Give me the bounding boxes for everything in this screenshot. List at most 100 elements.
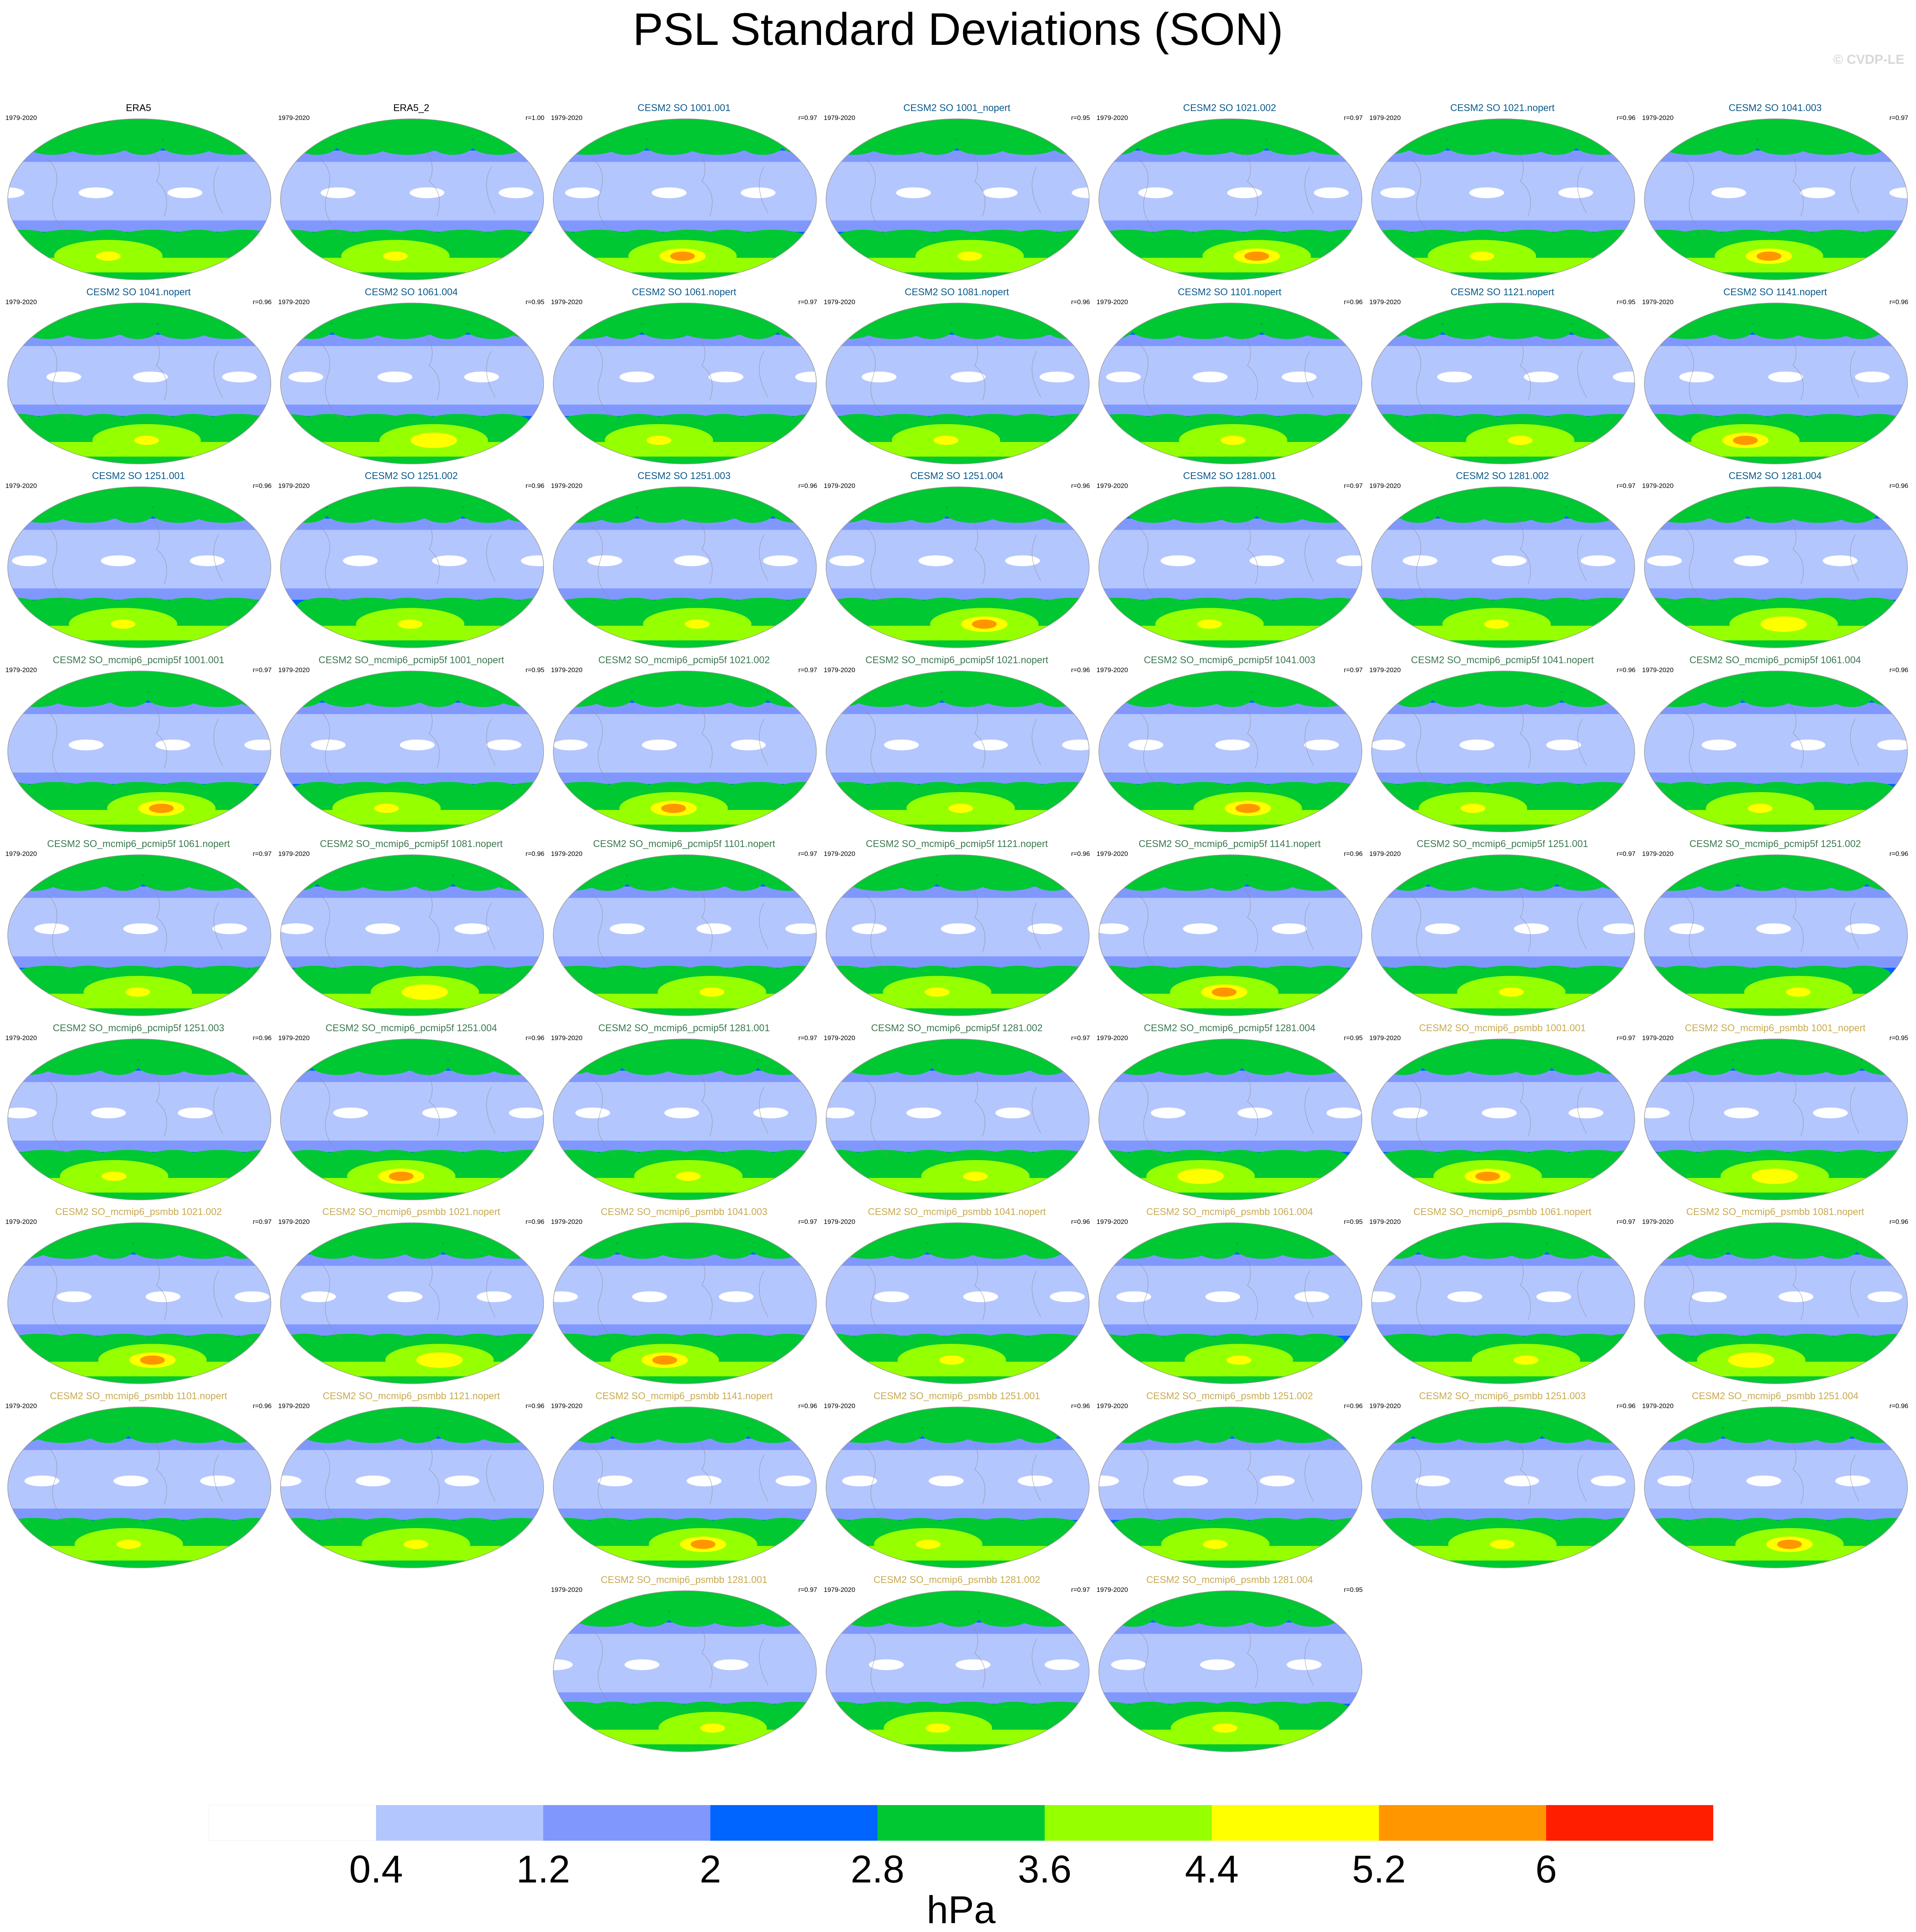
contour-feature xyxy=(645,133,699,155)
map-panel: CESM2 SO 1001.001 1979-2020 r=0.97 xyxy=(549,103,819,284)
psl-maximum-contour xyxy=(972,619,997,629)
contour-feature xyxy=(521,555,544,566)
coastline xyxy=(1410,150,1587,236)
map-panel: CESM2 SO_mcmip6_pcmip5f 1041.003 1979-202… xyxy=(1094,655,1365,837)
panel-correlation: r=0.96 xyxy=(1071,666,1090,674)
panel-years: 1979-2020 xyxy=(1369,850,1401,857)
psl-stddev-map xyxy=(553,302,817,464)
contour-band xyxy=(281,886,544,898)
contour-feature xyxy=(1191,1605,1257,1627)
map-outline xyxy=(1098,1038,1362,1200)
panel-years: 1979-2020 xyxy=(278,298,310,306)
contour-band xyxy=(1099,1008,1362,1016)
panel-correlation: r=0.97 xyxy=(798,1034,817,1042)
contour-band xyxy=(8,1266,271,1281)
contour-band xyxy=(1644,487,1907,496)
contour-feature xyxy=(553,739,588,750)
panel-years: 1979-2020 xyxy=(551,1034,583,1042)
contour-feature xyxy=(1644,1107,1670,1118)
contour-band xyxy=(8,1560,271,1568)
contour-feature xyxy=(1649,501,1715,523)
contour-feature xyxy=(610,1421,665,1443)
contour-band xyxy=(1372,1192,1635,1200)
contour-feature xyxy=(1160,555,1196,566)
contour-feature xyxy=(281,1237,309,1259)
contour-band xyxy=(1099,1449,1362,1465)
contour-feature xyxy=(409,187,445,199)
panel-title: CESM2 SO 1081.nopert xyxy=(905,286,1009,298)
panel-years: 1979-2020 xyxy=(278,1034,310,1042)
contour-band xyxy=(826,1297,1089,1314)
contour-feature xyxy=(1027,923,1062,934)
coastline xyxy=(865,334,1041,420)
panel-correlation: r=0.97 xyxy=(798,1586,817,1593)
contour-feature xyxy=(1254,965,1324,983)
contour-feature xyxy=(281,923,314,934)
contour-feature xyxy=(476,1421,542,1443)
contour-feature xyxy=(974,869,1040,891)
psl-stddev-map xyxy=(1644,1038,1908,1200)
contour-band xyxy=(8,1047,271,1060)
contour-band xyxy=(826,1681,1089,1693)
contour-feature xyxy=(1426,1333,1481,1351)
contour-feature xyxy=(127,1421,181,1443)
contour-band xyxy=(1099,303,1362,312)
contour-feature xyxy=(19,782,89,799)
coastline xyxy=(1138,1070,1314,1156)
psl-stddev-map xyxy=(553,670,817,832)
psl-stddev-map xyxy=(826,1222,1090,1384)
contour-feature xyxy=(1336,1053,1362,1075)
map-panel: CESM2 SO_mcmip6_psmbb 1251.001 1979-2020 r… xyxy=(821,1391,1092,1573)
contour-band xyxy=(553,912,816,929)
contour-band xyxy=(1644,404,1907,416)
coastline xyxy=(1683,334,1860,420)
contour-feature xyxy=(624,1701,694,1719)
panel-years: 1979-2020 xyxy=(278,666,310,674)
contour-feature xyxy=(193,782,263,799)
contour-band xyxy=(8,1082,271,1097)
psl-stddev-map xyxy=(7,486,271,648)
contour-feature xyxy=(8,1333,75,1351)
contour-feature xyxy=(1706,501,1749,523)
panel-title: CESM2 SO 1251.003 xyxy=(637,471,731,481)
coastline xyxy=(592,1254,768,1340)
panel-years: 1979-2020 xyxy=(551,1586,583,1593)
panel-years: 1979-2020 xyxy=(824,1586,855,1593)
panel-years: 1979-2020 xyxy=(1369,1034,1401,1042)
contour-feature xyxy=(667,1605,722,1627)
contour-feature xyxy=(731,739,766,750)
contour-band xyxy=(1372,404,1635,416)
psl-stddev-map xyxy=(1371,670,1635,832)
panel-correlation: r=0.97 xyxy=(798,298,817,306)
map-panel: CESM2 SO_mcmip6_pcmip5f 1041.nopert 1979-… xyxy=(1367,655,1638,837)
contour-band xyxy=(8,1280,271,1297)
contour-feature xyxy=(1336,555,1362,566)
panel-correlation: r=0.95 xyxy=(525,666,544,674)
panel-title: CESM2 SO_mcmip6_pcmip5f 1251.003 xyxy=(53,1022,224,1034)
contour-feature xyxy=(684,133,750,155)
psl-stddev-map xyxy=(1644,118,1908,280)
contour-band xyxy=(1099,1634,1362,1649)
contour-feature xyxy=(1693,965,1763,983)
map-panel: CESM2 SO_mcmip6_pcmip5f 1001.001 1979-202… xyxy=(3,655,274,837)
coastline xyxy=(1138,702,1314,788)
contour-feature xyxy=(339,414,409,431)
contour-feature xyxy=(335,133,389,155)
contour-band xyxy=(8,1297,271,1314)
map-outline xyxy=(826,302,1090,464)
contour-feature xyxy=(1391,685,1434,707)
contour-feature xyxy=(15,965,85,983)
map-panel: CESM2 SO 1101.nopert 1979-2020 r=0.96 xyxy=(1094,287,1365,469)
coastline xyxy=(319,150,496,236)
contour-feature xyxy=(1215,739,1250,750)
contour-band xyxy=(826,640,1089,648)
contour-feature xyxy=(1591,1475,1626,1486)
contour-feature xyxy=(963,1291,998,1302)
map-outline xyxy=(826,670,1090,832)
contour-band xyxy=(1372,209,1635,221)
colorbar-tick-label: 4.4 xyxy=(1185,1848,1239,1891)
contour-feature xyxy=(1470,685,1536,707)
contour-band xyxy=(1372,1480,1635,1497)
map-outline xyxy=(1098,1590,1362,1752)
contour-band xyxy=(1372,1376,1635,1384)
